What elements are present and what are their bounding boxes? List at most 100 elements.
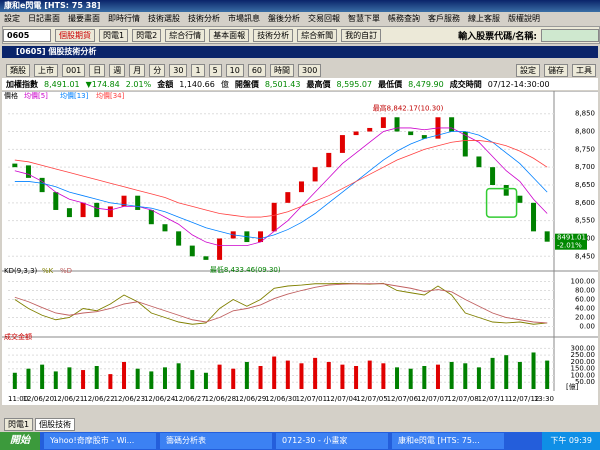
- control[interactable]: 週: [109, 63, 126, 77]
- last-price-label: 8491.01: [557, 234, 586, 242]
- candle: [217, 238, 223, 260]
- legend-entry: 均價[34]: [96, 91, 125, 100]
- menu-item[interactable]: 版權說明: [508, 14, 540, 23]
- menu-item[interactable]: 智慧下單: [348, 14, 380, 23]
- legend-entry: %D: [60, 267, 72, 275]
- control[interactable]: 類股: [6, 63, 30, 77]
- volume-bar: [326, 361, 331, 389]
- task-item[interactable]: 康和e閃電 [HTS: 75...: [392, 433, 504, 449]
- candle: [449, 117, 455, 132]
- volume-bar: [435, 364, 440, 389]
- action-button[interactable]: 工具: [572, 63, 596, 77]
- toolbar-button[interactable]: 我的自訂: [341, 28, 382, 42]
- menu-item[interactable]: 日記畫面: [28, 14, 60, 23]
- task-item[interactable]: Yahoo!奇摩股市 - Wi...: [44, 433, 156, 449]
- volume-bar: [285, 360, 290, 389]
- candle: [408, 131, 414, 136]
- task-item[interactable]: 籌碼分析表: [160, 433, 272, 449]
- candle: [39, 177, 45, 193]
- control[interactable]: 時間: [270, 63, 295, 77]
- candle: [380, 117, 386, 128]
- control[interactable]: 分: [149, 63, 166, 77]
- control[interactable]: 日: [89, 63, 106, 77]
- y-tick-label: 300.00: [571, 344, 596, 352]
- control[interactable]: 1: [191, 63, 205, 77]
- tab[interactable]: 閃電1: [4, 418, 34, 431]
- candle: [12, 163, 18, 168]
- control[interactable]: 月: [129, 63, 146, 77]
- candle: [258, 231, 264, 243]
- volume-bar: [53, 371, 58, 389]
- code-input[interactable]: 0605: [3, 28, 51, 42]
- control[interactable]: 001: [62, 63, 86, 77]
- y-tick-label: 150.00: [571, 365, 596, 373]
- menu-item[interactable]: 交易回報: [308, 14, 340, 23]
- panel-title: KD(9,3,3): [4, 267, 38, 275]
- control[interactable]: 60: [247, 63, 267, 77]
- unit-label: [億]: [566, 382, 579, 391]
- volume-bar: [422, 366, 427, 389]
- action-button[interactable]: 設定: [516, 63, 540, 77]
- y-tick-label: 8,550: [575, 217, 595, 225]
- y-tick-label: 40.00: [575, 305, 595, 313]
- task-item[interactable]: 0712-30 - 小畫家: [276, 433, 388, 449]
- candle: [148, 209, 154, 225]
- candle: [326, 152, 332, 168]
- candle: [53, 192, 59, 210]
- menu-item[interactable]: 帳務查詢: [388, 14, 420, 23]
- toolbar-button[interactable]: 個股期貨: [55, 28, 95, 42]
- toolbar-button[interactable]: 閃電1: [99, 28, 129, 42]
- control[interactable]: 上市: [34, 63, 58, 77]
- x-tick-label: 13:30: [534, 395, 554, 403]
- y-tick-label: 20.00: [575, 314, 595, 322]
- x-tick-label: 11:00: [8, 395, 28, 403]
- control[interactable]: 5: [208, 63, 222, 77]
- last-price-tag: [555, 233, 587, 250]
- control[interactable]: 30: [169, 63, 188, 77]
- controls: 類股 上市 001 日週月分 30 1 5 10 60 時間 300: [6, 63, 322, 77]
- volume-bar: [108, 374, 113, 389]
- q-low-label: 最低價: [378, 79, 403, 89]
- quote-bar: 加權指數 8,491.01 ▼174.84 2.01% 金額 1,140.66 …: [2, 78, 598, 90]
- toolbar-button[interactable]: 技術分析: [253, 28, 294, 42]
- action-button[interactable]: 儲存: [544, 63, 568, 77]
- annotation: 最低8,433.46(09.30): [210, 265, 281, 274]
- control[interactable]: 10: [225, 63, 244, 77]
- highlight-box: [485, 187, 518, 218]
- x-tick-label: 12/06/21: [53, 395, 84, 403]
- x-tick-label: 12/06/23: [114, 395, 145, 403]
- volume-bar: [162, 367, 167, 389]
- toolbar-button[interactable]: 綜合行情: [165, 28, 206, 42]
- volume-bar: [26, 368, 31, 389]
- q-time: 07/12-14:30:00: [487, 79, 550, 89]
- last-price-label: -2.01%: [557, 242, 582, 250]
- volume-bar: [40, 364, 45, 389]
- candle: [203, 256, 209, 260]
- candle: [80, 202, 86, 218]
- menu-item[interactable]: 即時行情: [108, 14, 140, 23]
- search-input[interactable]: [541, 28, 599, 42]
- toolbar-button[interactable]: 基本面報: [209, 28, 250, 42]
- volume-bar: [490, 357, 495, 389]
- menu-item[interactable]: 客戶服務: [428, 14, 460, 23]
- tab[interactable]: 個股技術: [35, 418, 76, 431]
- menu-item[interactable]: 技術選股: [148, 14, 180, 23]
- toolbar-button[interactable]: 閃電2: [132, 28, 162, 42]
- menu-item[interactable]: 市場訊息: [228, 14, 260, 23]
- volume-bar: [12, 372, 17, 389]
- menu-item[interactable]: 設定: [4, 14, 20, 23]
- volume-bar: [231, 368, 236, 389]
- menu-item[interactable]: 技術分析: [188, 14, 220, 23]
- menu-item[interactable]: 盤後分析: [268, 14, 300, 23]
- candle: [312, 167, 318, 182]
- control[interactable]: 300: [298, 63, 322, 77]
- x-tick-label: 12/06/28: [205, 395, 236, 403]
- y-tick-label: 8,650: [575, 181, 595, 189]
- x-tick-label: 12/07/01: [296, 395, 327, 403]
- toolbar-button[interactable]: 綜合新聞: [297, 28, 338, 42]
- menu-item[interactable]: 撮要畫面: [68, 14, 100, 23]
- start-button[interactable]: 開始: [0, 432, 40, 450]
- menu-item[interactable]: 線上客服: [468, 14, 500, 23]
- volume-bar: [94, 366, 99, 389]
- panel-title: [0605] 個股技術分析: [2, 46, 598, 58]
